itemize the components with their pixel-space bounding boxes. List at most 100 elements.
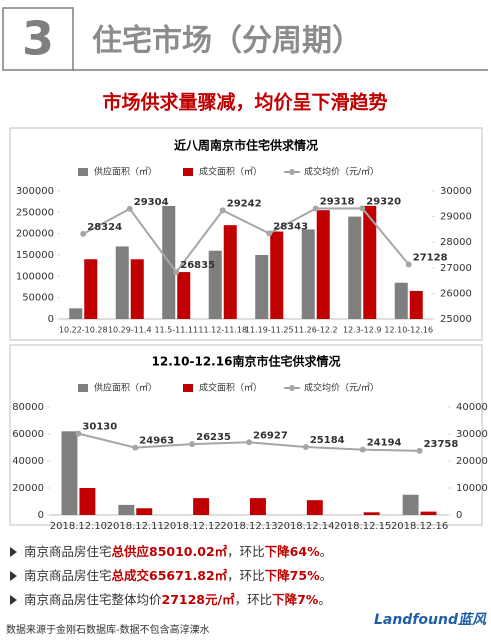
bar bbox=[84, 259, 98, 319]
y2-tick-label: 27000 bbox=[440, 263, 472, 274]
price-point bbox=[219, 207, 226, 214]
price-line bbox=[82, 207, 410, 274]
bar bbox=[208, 250, 222, 319]
y2-tick-label: 0 bbox=[456, 510, 462, 521]
bar bbox=[363, 205, 377, 319]
bullet-arrow bbox=[10, 547, 17, 557]
price-label: 29320 bbox=[366, 196, 401, 207]
price-point bbox=[302, 444, 309, 451]
bar bbox=[348, 216, 362, 319]
bullet-segment: 27128元/㎡ bbox=[162, 592, 236, 607]
legend-swatch bbox=[78, 384, 88, 392]
price-label: 25184 bbox=[310, 435, 345, 446]
x-tick-label: 2018.12.10 bbox=[50, 521, 107, 532]
bar bbox=[118, 504, 135, 515]
bar bbox=[409, 290, 423, 319]
y2-tick-label: 30000 bbox=[456, 429, 488, 440]
price-label: 29318 bbox=[320, 196, 355, 207]
bullet-segment: 。 bbox=[320, 568, 333, 583]
x-tick-label: 2018.12.12 bbox=[164, 521, 221, 532]
bar bbox=[193, 498, 210, 515]
number-box bbox=[2, 7, 74, 71]
price-point bbox=[173, 269, 180, 276]
bullet-segment: 下降7% bbox=[272, 592, 319, 607]
bullet-segment: 南京商品房住宅 bbox=[24, 568, 112, 583]
section-title: 住宅市场（分周期） bbox=[92, 24, 362, 59]
bar bbox=[61, 431, 78, 515]
y2-tick-label: 25000 bbox=[440, 314, 472, 325]
x-tick-label: 11.12-11.18 bbox=[198, 326, 247, 335]
price-label: 26927 bbox=[253, 430, 288, 441]
headline: 市场供求量骤减，均价呈下滑趋势 bbox=[102, 91, 387, 114]
bar bbox=[177, 272, 191, 319]
price-point bbox=[75, 430, 82, 437]
price-point bbox=[266, 230, 273, 237]
bullet-segment: 下降64% bbox=[265, 544, 320, 559]
bar bbox=[130, 259, 144, 319]
legend-dot bbox=[289, 169, 295, 175]
x-tick-label: 10.22-10.28 bbox=[59, 326, 108, 335]
y2-tick-label: 10000 bbox=[456, 483, 488, 494]
bar bbox=[420, 511, 437, 515]
bullet-segment: ，环比 bbox=[235, 592, 273, 607]
bullet-segment: 南京商品房住宅 bbox=[24, 544, 112, 559]
y-tick-label: 0 bbox=[48, 314, 54, 325]
legend-swatch bbox=[183, 384, 193, 392]
y2-tick-label: 20000 bbox=[456, 456, 488, 467]
y-tick-label: 150000 bbox=[16, 250, 54, 261]
bullet-text: 南京商品房住宅整体均价27128元/㎡，环比下降7%。 bbox=[24, 592, 331, 607]
price-label: 26235 bbox=[196, 432, 231, 443]
y2-tick-label: 30000 bbox=[440, 186, 472, 197]
x-tick-label: 11.26-12.2 bbox=[294, 326, 338, 335]
x-tick-label: 12.10-12.16 bbox=[384, 326, 433, 335]
price-point bbox=[80, 230, 87, 237]
bar bbox=[115, 246, 129, 319]
x-tick-label: 2018.12.15 bbox=[334, 521, 391, 532]
bullet-segment: 。 bbox=[320, 544, 333, 559]
price-label: 27128 bbox=[413, 253, 448, 264]
bar bbox=[316, 210, 330, 319]
bar bbox=[301, 229, 315, 319]
source-note: 数据来源于金刚石数据库-数据不包含高淳溧水 bbox=[6, 623, 210, 636]
y-tick-label: 250000 bbox=[16, 207, 54, 218]
legend-label: 供应面积（㎡） bbox=[94, 166, 157, 178]
chart-title: 近八周南京市住宅供求情况 bbox=[174, 138, 318, 153]
price-point bbox=[126, 205, 133, 212]
y-tick-label: 50000 bbox=[22, 293, 54, 304]
bullet-segment: ，环比 bbox=[227, 544, 265, 559]
legend-label: 成交均价（元/㎡） bbox=[304, 166, 379, 178]
bullet-text: 南京商品房住宅总供应85010.02㎡，环比下降64%。 bbox=[24, 544, 332, 559]
y-tick-label: 300000 bbox=[16, 186, 54, 197]
bullet-arrow bbox=[10, 571, 17, 581]
y2-tick-label: 28000 bbox=[440, 237, 472, 248]
bullet-segment: ，环比 bbox=[227, 568, 265, 583]
price-point bbox=[189, 441, 196, 448]
logo: Landfound蓝风 bbox=[374, 611, 487, 628]
x-tick-label: 2018.12.13 bbox=[220, 521, 277, 532]
price-point bbox=[246, 439, 252, 446]
price-label: 24963 bbox=[139, 436, 174, 447]
bar bbox=[69, 308, 83, 319]
price-point bbox=[359, 205, 366, 212]
bullet-text: 南京商品房住宅总成交65671.82㎡，环比下降75%。 bbox=[24, 568, 332, 583]
x-tick-label: 2018.12.16 bbox=[391, 521, 448, 532]
legend-swatch bbox=[78, 168, 88, 176]
chart-title: 12.10-12.16南京市住宅供求情况 bbox=[152, 354, 341, 369]
legend-swatch bbox=[183, 168, 193, 176]
bar bbox=[255, 255, 269, 319]
price-point bbox=[405, 261, 412, 268]
bullet-segment: 总成交65671.82㎡ bbox=[112, 568, 228, 583]
price-label: 30130 bbox=[82, 422, 117, 433]
bar bbox=[363, 512, 380, 515]
bullet-segment: 南京商品房住宅整体均价 bbox=[24, 592, 162, 607]
legend-dot bbox=[289, 385, 295, 391]
price-label: 26835 bbox=[180, 260, 215, 271]
bullet-segment: 。 bbox=[318, 592, 331, 607]
x-tick-label: 11.5-11.11 bbox=[154, 326, 198, 335]
price-point bbox=[416, 447, 423, 454]
price-label: 23758 bbox=[424, 439, 459, 450]
y2-tick-label: 29000 bbox=[440, 212, 472, 223]
y-tick-label: 20000 bbox=[12, 483, 44, 494]
y2-tick-label: 26000 bbox=[440, 288, 472, 299]
